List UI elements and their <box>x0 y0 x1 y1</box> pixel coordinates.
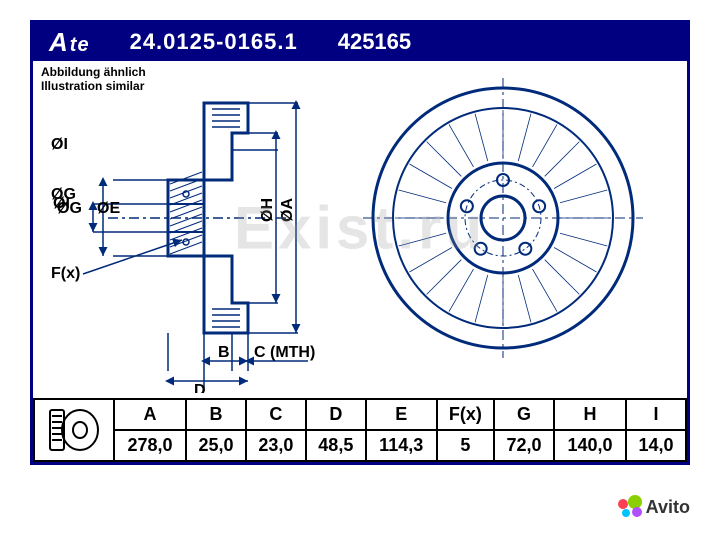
table-cell: 114,3 <box>366 430 437 461</box>
logo-letters-te: te <box>70 34 90 57</box>
table-cell: 5 <box>437 430 494 461</box>
svg-text:D: D <box>194 382 206 393</box>
table-cell: 48,5 <box>306 430 366 461</box>
table-cell: 278,0 <box>114 430 186 461</box>
table-cell: 72,0 <box>494 430 554 461</box>
table-header-row: ABCDEF(x)GHI <box>34 399 686 430</box>
table-col-header: B <box>186 399 246 430</box>
logo-letter-a: A <box>49 27 68 58</box>
table-cell: 25,0 <box>186 430 246 461</box>
table-col-header: H <box>554 399 626 430</box>
svg-text:ØA: ØA <box>279 198 296 222</box>
table-col-header: I <box>626 399 686 430</box>
header-bar: Ate 24.0125-0165.1 425165 <box>33 23 687 61</box>
svg-text:ØE: ØE <box>97 200 120 217</box>
table-col-header: F(x) <box>437 399 494 430</box>
table-icon-cell <box>34 399 114 461</box>
svg-text:F(x): F(x) <box>51 265 80 282</box>
table-cell: 140,0 <box>554 430 626 461</box>
table-value-row: 278,025,023,048,5114,3572,0140,014,0 <box>34 430 686 461</box>
drawing-frame: Ate 24.0125-0165.1 425165 Abbildung ähnl… <box>30 20 690 465</box>
alt-number: 425165 <box>338 29 411 55</box>
table-cell: 14,0 <box>626 430 686 461</box>
dimension-table: ABCDEF(x)GHI 278,025,023,048,5114,3572,0… <box>33 398 687 462</box>
table-col-header: G <box>494 399 554 430</box>
table-col-header: A <box>114 399 186 430</box>
table-col-header: E <box>366 399 437 430</box>
technical-drawing: ØIØIØGØGØEØHØAF(x)BC (MTH)D <box>33 63 687 393</box>
ate-logo: Ate <box>49 27 90 58</box>
avito-text: Avito <box>646 497 690 518</box>
svg-text:B: B <box>218 344 230 361</box>
table-col-header: C <box>246 399 306 430</box>
part-number: 24.0125-0165.1 <box>130 29 298 55</box>
avito-logo: Avito <box>618 495 690 519</box>
table-cell: 23,0 <box>246 430 306 461</box>
svg-text:C (MTH): C (MTH) <box>254 344 315 361</box>
diagram-area: Exist.ru ØIØIØGØGØEØHØAF(x)BC (MTH)D <box>33 63 687 393</box>
table-col-header: D <box>306 399 366 430</box>
brake-disc-icon <box>44 406 104 454</box>
avito-dots-icon <box>618 495 642 519</box>
svg-text:ØH: ØH <box>259 198 276 222</box>
svg-text:ØI: ØI <box>51 136 68 153</box>
svg-text:ØG: ØG <box>57 200 82 217</box>
